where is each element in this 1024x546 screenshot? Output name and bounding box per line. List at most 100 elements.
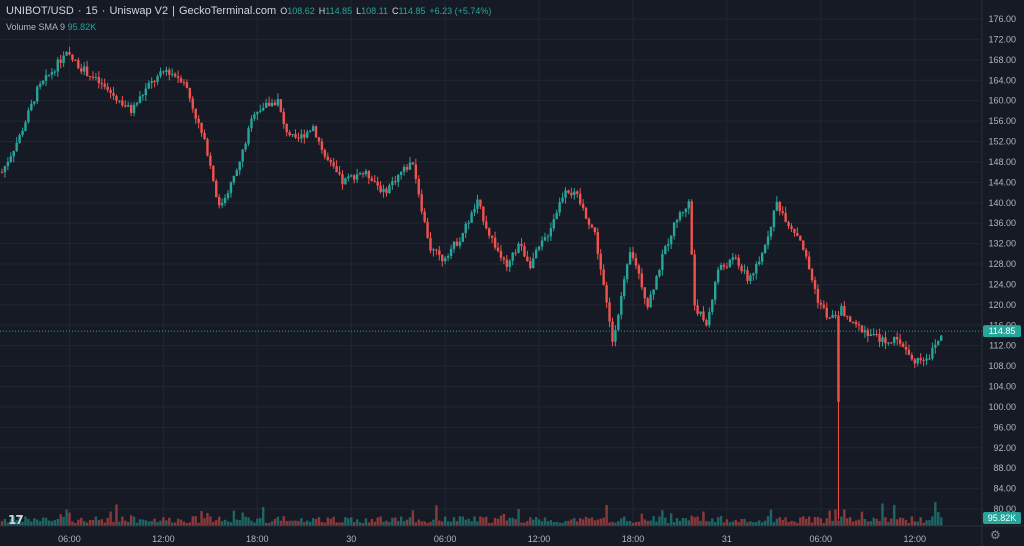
gear-icon[interactable]: ⚙ — [990, 528, 1001, 542]
last-volume-badge-text: 95.82K — [988, 513, 1017, 523]
candle-body — [165, 69, 168, 73]
time-tick-label: 06:00 — [58, 534, 81, 544]
volume-bar — [667, 522, 670, 526]
volume-bar — [634, 522, 638, 526]
volume-bar — [843, 509, 846, 526]
price-tick-label: 120.00 — [988, 300, 1016, 310]
volume-bar — [429, 521, 432, 526]
volume-legend[interactable]: Volume SMA 9 95.82K — [6, 22, 96, 32]
candle-body — [232, 175, 236, 183]
candle-body — [399, 171, 403, 175]
interval[interactable]: 15 — [85, 5, 98, 17]
volume-bar — [570, 519, 573, 526]
volume-bar — [631, 522, 635, 526]
volume-bar — [124, 520, 127, 526]
candle-body — [379, 185, 382, 192]
volume-bar — [411, 510, 415, 526]
volume-bar — [33, 518, 36, 526]
candle-body — [36, 86, 39, 102]
volume-bar — [863, 518, 867, 526]
candle-body — [775, 201, 779, 211]
volume-bar — [91, 520, 95, 526]
candle-body — [408, 162, 412, 170]
candle-body — [658, 270, 661, 277]
volume-bar — [367, 522, 371, 526]
candle-body — [476, 199, 479, 209]
time-axis[interactable]: 06:00 12:00 18:00 30 06:00 12:00 18:00 31 06:00 1… — [0, 525, 1024, 544]
tradingview-logo[interactable]: 17 — [8, 513, 24, 527]
volume-bar — [6, 522, 10, 526]
candle-body — [508, 260, 511, 267]
volume-bar — [875, 518, 878, 526]
volume-bar — [0, 521, 4, 526]
volume-bar — [711, 518, 714, 526]
volume-bar — [36, 519, 39, 526]
candle-body — [238, 161, 241, 171]
volume-bar — [734, 520, 737, 526]
candle-body — [12, 150, 15, 157]
candle-body — [711, 299, 714, 312]
candle-body — [846, 315, 849, 317]
candle-body — [895, 336, 899, 340]
volume-bar — [279, 520, 283, 526]
price-candles — [0, 46, 943, 520]
volume-bar — [819, 518, 823, 526]
candle-body — [543, 237, 547, 241]
volume-bar — [129, 515, 133, 526]
volume-bar — [176, 518, 180, 526]
candle-body — [752, 273, 755, 276]
volume-bar — [441, 521, 444, 526]
volume-bar — [106, 517, 109, 526]
candle-body — [567, 190, 570, 193]
candle-body — [649, 294, 652, 308]
candle-body — [250, 118, 253, 129]
candle-body — [857, 324, 861, 326]
volume-bar — [587, 518, 591, 526]
candle-body — [602, 269, 605, 286]
volume-bar — [65, 509, 68, 526]
candle-body — [311, 126, 315, 131]
candle-body — [581, 203, 585, 208]
volume-bar — [716, 517, 720, 526]
volume-bar — [458, 516, 462, 526]
volume-bar — [520, 522, 523, 526]
volume-bar — [9, 519, 13, 526]
time-tick-label: 30 — [346, 534, 356, 544]
volume-bar — [53, 519, 57, 526]
candle-body — [229, 182, 233, 194]
volume-bar — [77, 519, 80, 526]
volume-bar — [188, 522, 192, 526]
volume-bar — [259, 517, 262, 526]
volume-bar — [493, 517, 497, 526]
candle-body — [731, 257, 735, 260]
candle-body — [270, 102, 274, 107]
volume-bar — [303, 522, 306, 526]
price-tick-label: 172.00 — [988, 34, 1016, 44]
volume-bar — [264, 522, 268, 526]
volume-bar — [725, 519, 729, 526]
price-axis[interactable]: 176.00 172.00 168.00 164.00 160.00 156.00 152.… — [981, 0, 1016, 546]
candle-body — [24, 122, 27, 131]
volume-bar — [203, 518, 206, 526]
volume-bar — [822, 522, 825, 526]
candle-body — [429, 237, 432, 251]
symbol-name[interactable]: UNIBOT/USD — [6, 5, 74, 17]
volume-bar — [352, 522, 356, 526]
candle-body — [385, 188, 388, 194]
candle-body — [664, 246, 667, 255]
candle-body — [482, 206, 485, 222]
candle-body — [934, 344, 937, 348]
price-tick-label: 160.00 — [988, 96, 1016, 106]
candle-body — [672, 222, 676, 236]
candle-body — [708, 311, 711, 326]
candle-body — [303, 134, 306, 138]
volume-bar — [928, 520, 931, 526]
candle-body — [226, 193, 230, 198]
volume-bar — [561, 522, 564, 526]
axis-badges: 114.85 95.82K — [983, 325, 1021, 524]
candle-body — [335, 166, 338, 173]
volume-bar — [329, 518, 332, 526]
candle-body — [851, 321, 855, 323]
volume-sma-value: 95.82K — [67, 22, 97, 32]
